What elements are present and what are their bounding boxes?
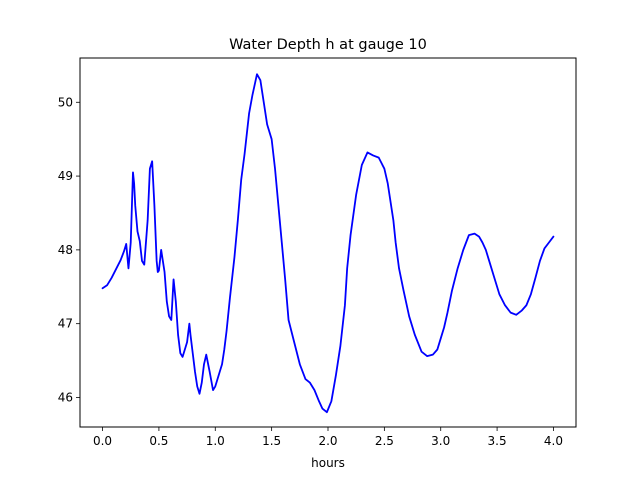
y-axis: 46 47 48 49 50 [58, 95, 80, 404]
x-tick-label: 1.0 [206, 434, 225, 448]
x-tick-label: 3.0 [431, 434, 450, 448]
plot-frame [79, 57, 577, 428]
chart-title: Water Depth h at gauge 10 [229, 37, 427, 53]
x-tick-label: 2.5 [375, 434, 394, 448]
plot-area [101, 73, 555, 414]
x-tick-label: 3.5 [488, 434, 507, 448]
x-tick-label: 2.0 [318, 434, 337, 448]
x-tick-label: 0.0 [93, 434, 112, 448]
y-tick-label: 50 [58, 95, 73, 109]
x-tick-label: 4.0 [544, 434, 563, 448]
y-tick-label: 49 [58, 169, 73, 183]
y-tick-label: 46 [58, 390, 73, 404]
x-tick-label: 0.5 [149, 434, 168, 448]
x-axis: 0.0 0.5 1.0 1.5 2.0 2.5 3.0 3.5 4.0 [93, 427, 563, 448]
x-axis-label: hours [311, 456, 345, 470]
series-line-0 [101, 73, 555, 414]
y-tick-label: 47 [58, 317, 73, 331]
x-tick-label: 1.5 [262, 434, 281, 448]
y-tick-label: 48 [58, 243, 73, 257]
